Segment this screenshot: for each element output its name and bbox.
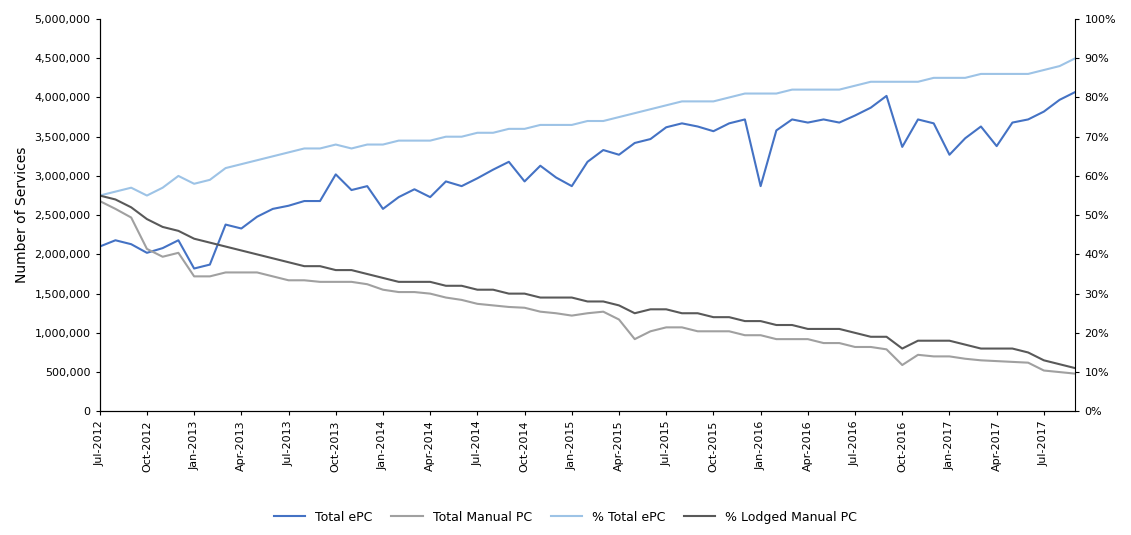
% Total ePC (361, 141, 374, 148)
% Lodged Manual PC (580, 298, 594, 304)
Total Manual PC (580, 310, 594, 316)
% Lodged Manual PC (1069, 365, 1082, 371)
% Total ePC (550, 122, 563, 128)
Total Manual PC (392, 289, 406, 295)
Line: % Lodged Manual PC: % Lodged Manual PC (100, 196, 1076, 368)
% Total ePC (1069, 55, 1082, 62)
Total ePC (188, 265, 201, 272)
Total Manual PC (769, 336, 783, 342)
Total ePC (566, 183, 579, 189)
% Lodged Manual PC (550, 294, 563, 301)
% Total ePC (1053, 63, 1067, 70)
Total Manual PC (1053, 369, 1067, 375)
% Total ePC (392, 137, 406, 144)
% Lodged Manual PC (392, 279, 406, 285)
Total ePC (1069, 89, 1082, 95)
Total ePC (1053, 97, 1067, 103)
Line: Total ePC: Total ePC (100, 92, 1076, 269)
Total Manual PC (93, 198, 106, 204)
% Total ePC (580, 118, 594, 124)
Total Manual PC (361, 281, 374, 287)
Legend: Total ePC, Total Manual PC, % Total ePC, % Lodged Manual PC: Total ePC, Total Manual PC, % Total ePC,… (269, 506, 862, 529)
% Lodged Manual PC (769, 322, 783, 328)
Total ePC (407, 186, 421, 193)
Total ePC (377, 205, 390, 212)
Total Manual PC (550, 310, 563, 316)
% Lodged Manual PC (1053, 361, 1067, 368)
% Lodged Manual PC (93, 193, 106, 199)
% Total ePC (93, 193, 106, 199)
Total Manual PC (1069, 370, 1082, 377)
Total ePC (785, 116, 798, 123)
Total ePC (93, 243, 106, 250)
Line: % Total ePC: % Total ePC (100, 58, 1076, 196)
Total ePC (596, 147, 610, 153)
Y-axis label: Number of Services: Number of Services (15, 147, 29, 284)
% Lodged Manual PC (361, 271, 374, 277)
% Total ePC (769, 90, 783, 97)
Line: Total Manual PC: Total Manual PC (100, 201, 1076, 373)
